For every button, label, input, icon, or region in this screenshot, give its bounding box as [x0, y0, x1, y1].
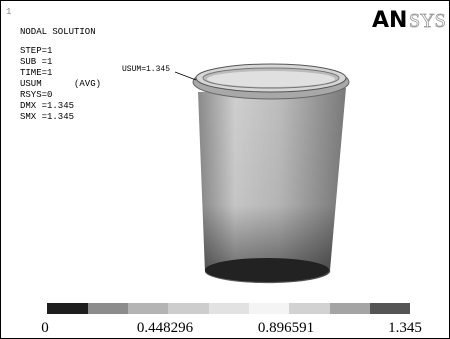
model	[193, 64, 349, 283]
info-line: USUM (AVG)	[20, 79, 101, 89]
annotation: USUM=1.345	[122, 65, 170, 74]
info-line: RSYS=0	[20, 90, 52, 100]
legend-bar	[47, 303, 410, 314]
legend-label: 0.448296	[137, 320, 194, 336]
logo-an: AN	[372, 8, 407, 33]
screen: 1 NODAL SOLUTION STEP=1SUB =1TIME=1USUM (…	[0, 0, 450, 339]
legend-label: 1.345	[388, 320, 422, 336]
info-line: DMX =1.345	[20, 101, 74, 111]
info-line: SUB =1	[20, 57, 52, 67]
window-number: 1	[6, 7, 11, 17]
legend-label: 0.896591	[258, 320, 314, 336]
info-line: STEP=1	[20, 46, 52, 56]
info-line: SMX =1.345	[20, 112, 74, 122]
info-line: TIME=1	[20, 68, 52, 78]
logo-sys: SYS	[409, 10, 446, 32]
legend-label: 0	[41, 320, 49, 336]
info-line: NODAL SOLUTION	[20, 27, 96, 37]
